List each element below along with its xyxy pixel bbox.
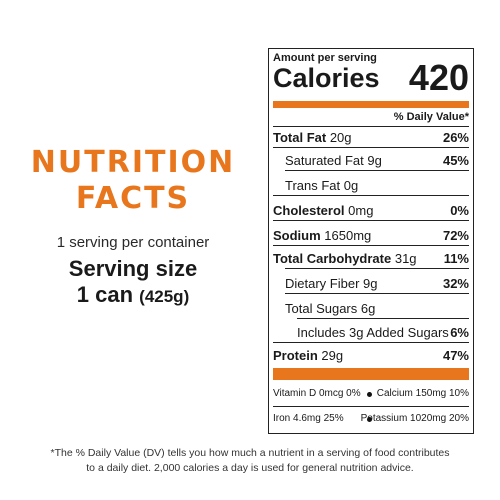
nutrient-amount: 31g bbox=[394, 251, 417, 266]
serving-size-unit: 1 can bbox=[76, 282, 134, 307]
nutrient-name: Trans Fat bbox=[285, 178, 341, 193]
nutrient-row-total-sugars: Total Sugars 6g bbox=[285, 301, 469, 316]
nutrient-dv: 47% bbox=[442, 348, 469, 363]
nutrient-dv: 32% bbox=[442, 276, 469, 291]
serving-info-section: NUTRITION FACTS 1 serving per container … bbox=[0, 0, 266, 440]
nutrient-dv: 45% bbox=[442, 153, 469, 168]
daily-value-footnote: *The % Daily Value (DV) tells you how mu… bbox=[24, 446, 476, 476]
calories-divider bbox=[273, 101, 469, 108]
calcium: Calcium 150mg 10% bbox=[376, 388, 469, 399]
iron: Iron 4.6mg 25% bbox=[273, 413, 344, 424]
bullet-dot bbox=[367, 392, 372, 397]
nutrient-row-sodium: Sodium 1650mg 72% bbox=[273, 228, 469, 243]
nutrient-name: Protein bbox=[273, 348, 318, 363]
nutrient-row-total-carbohydrate: Total Carbohydrate 31g 11% bbox=[273, 251, 469, 266]
nutrient-row-cholesterol: Cholesterol 0mg 0% bbox=[273, 203, 469, 218]
micronutrient-row-1: Vitamin D 0mcg 0% Calcium 150mg 10% bbox=[273, 388, 469, 399]
divider bbox=[285, 268, 469, 269]
divider bbox=[273, 245, 469, 246]
amount-per-serving: Amount per serving bbox=[273, 52, 377, 64]
nutrient-row-saturated-fat: Saturated Fat 9g 45% bbox=[285, 153, 469, 168]
calories-value: 420 bbox=[408, 57, 469, 98]
divider bbox=[273, 406, 469, 407]
nutrient-name: Saturated Fat bbox=[285, 153, 364, 168]
nutrient-amount: 9g bbox=[363, 276, 378, 291]
vitamin-d: Vitamin D 0mcg 0% bbox=[273, 388, 361, 399]
nutrient-amount: 20g bbox=[329, 130, 352, 145]
divider bbox=[273, 220, 469, 221]
nutrient-amount: 0mg bbox=[348, 203, 374, 218]
divider bbox=[273, 342, 469, 343]
nutrient-amount: 29g bbox=[321, 348, 344, 363]
divider bbox=[297, 318, 469, 319]
nutrient-name: Total Sugars bbox=[285, 301, 358, 316]
nutrient-row-total-fat: Total Fat 20g 26% bbox=[273, 130, 469, 145]
servings-per-container: 1 serving per container bbox=[56, 234, 210, 251]
nutrient-amount: 0g bbox=[343, 178, 359, 193]
bullet-dot bbox=[367, 417, 372, 422]
nutrient-name: Total Fat bbox=[273, 130, 327, 145]
divider bbox=[273, 195, 469, 196]
nutrient-name: Dietary Fiber bbox=[285, 276, 360, 291]
micronutrient-row-2: Iron 4.6mg 25% Potassium 1020mg 20% bbox=[273, 413, 469, 424]
potassium: Potassium 1020mg 20% bbox=[360, 413, 469, 424]
nutrient-dv: 6% bbox=[450, 325, 469, 340]
nutrient-row-added-sugars: Includes 3g Added Sugars 6% bbox=[297, 325, 469, 340]
protein-divider bbox=[273, 368, 469, 380]
nutrition-facts-panel: Amount per serving Calories 420 % Daily … bbox=[268, 48, 474, 434]
nutrient-name: Cholesterol bbox=[273, 203, 345, 218]
heading-line-2: FACTS bbox=[75, 181, 191, 216]
nutrient-amount: 1650mg bbox=[324, 228, 372, 243]
nutrient-row-dietary-fiber: Dietary Fiber 9g 32% bbox=[285, 276, 469, 291]
nutrient-row-trans-fat: Trans Fat 0g bbox=[285, 178, 469, 193]
footnote-line-1: *The % Daily Value (DV) tells you how mu… bbox=[50, 447, 450, 459]
nutrient-dv: 72% bbox=[442, 228, 469, 243]
nutrient-dv: 26% bbox=[442, 130, 469, 145]
nutrient-name: Includes 3g Added Sugars bbox=[297, 325, 449, 340]
nutrient-amount: 6g bbox=[360, 301, 376, 316]
divider bbox=[273, 126, 469, 127]
divider bbox=[285, 170, 469, 171]
serving-size-grams: (425g) bbox=[139, 287, 190, 306]
serving-size-amount: 1 can (425g) bbox=[0, 282, 266, 310]
nutrient-amount: 9g bbox=[367, 153, 382, 168]
daily-value-header: % Daily Value* bbox=[393, 111, 469, 123]
nutrient-row-protein: Protein 29g 47% bbox=[273, 348, 469, 363]
divider bbox=[285, 293, 469, 294]
calories-label: Calories bbox=[273, 63, 380, 93]
nutrient-dv: 0% bbox=[450, 203, 469, 218]
nutrient-name: Total Carbohydrate bbox=[273, 251, 392, 266]
footnote-line-2: to a daily diet. 2,000 calories a day is… bbox=[86, 462, 414, 474]
nutrient-name: Sodium bbox=[273, 228, 321, 243]
serving-size-label: Serving size bbox=[68, 256, 198, 281]
heading-line-1: NUTRITION bbox=[30, 145, 236, 180]
divider bbox=[273, 147, 469, 148]
nutrient-dv: 11% bbox=[443, 251, 469, 266]
